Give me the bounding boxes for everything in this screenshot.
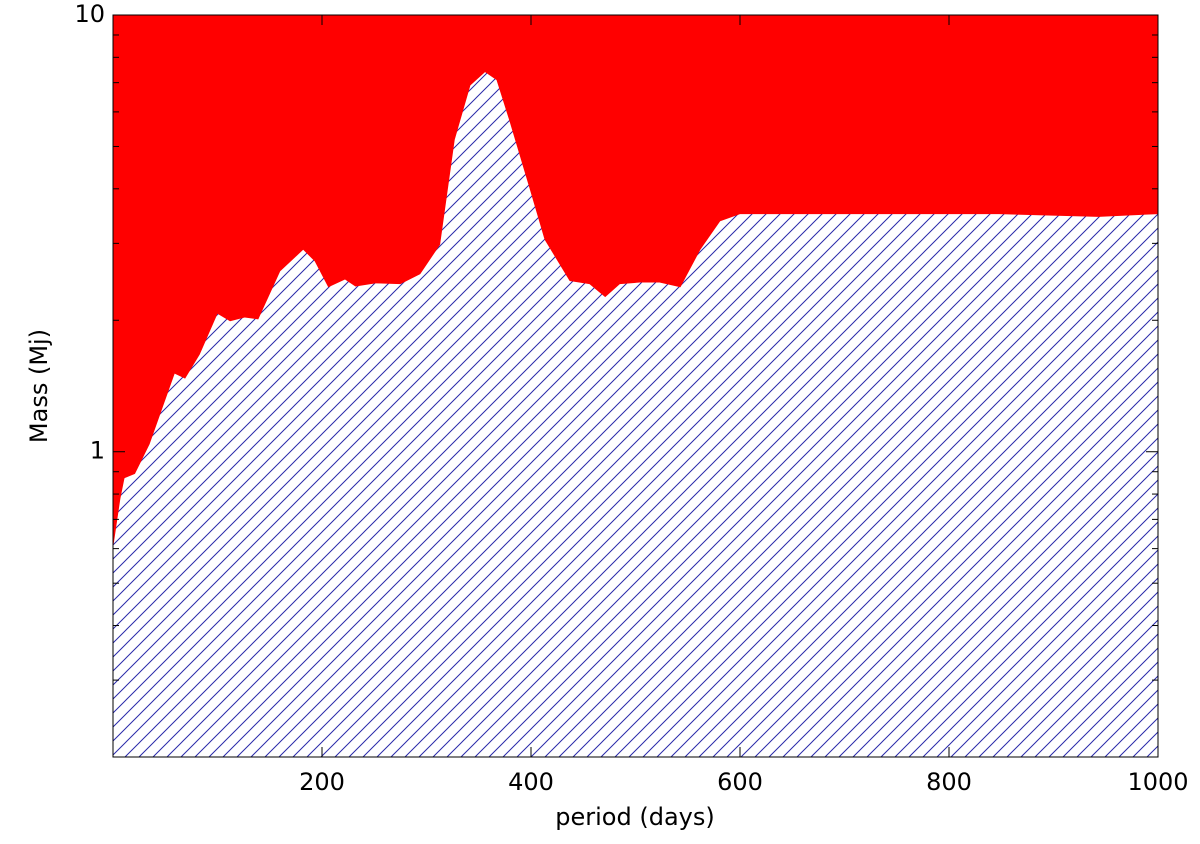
x-tick-label: 600 (717, 768, 763, 796)
y-tick-label: 1 (90, 437, 105, 465)
y-axis-label: Mass (Mj) (25, 329, 53, 443)
area (113, 72, 1158, 757)
x-tick-label: 1000 (1127, 768, 1188, 796)
plot-area (113, 15, 1158, 757)
x-tick-label: 800 (926, 768, 972, 796)
x-tick-label: 400 (508, 768, 554, 796)
y-tick-label: 10 (74, 0, 105, 28)
plot-frame (112, 14, 1159, 758)
x-axis-label: period (days) (555, 803, 714, 831)
x-tick-label: 200 (299, 768, 345, 796)
